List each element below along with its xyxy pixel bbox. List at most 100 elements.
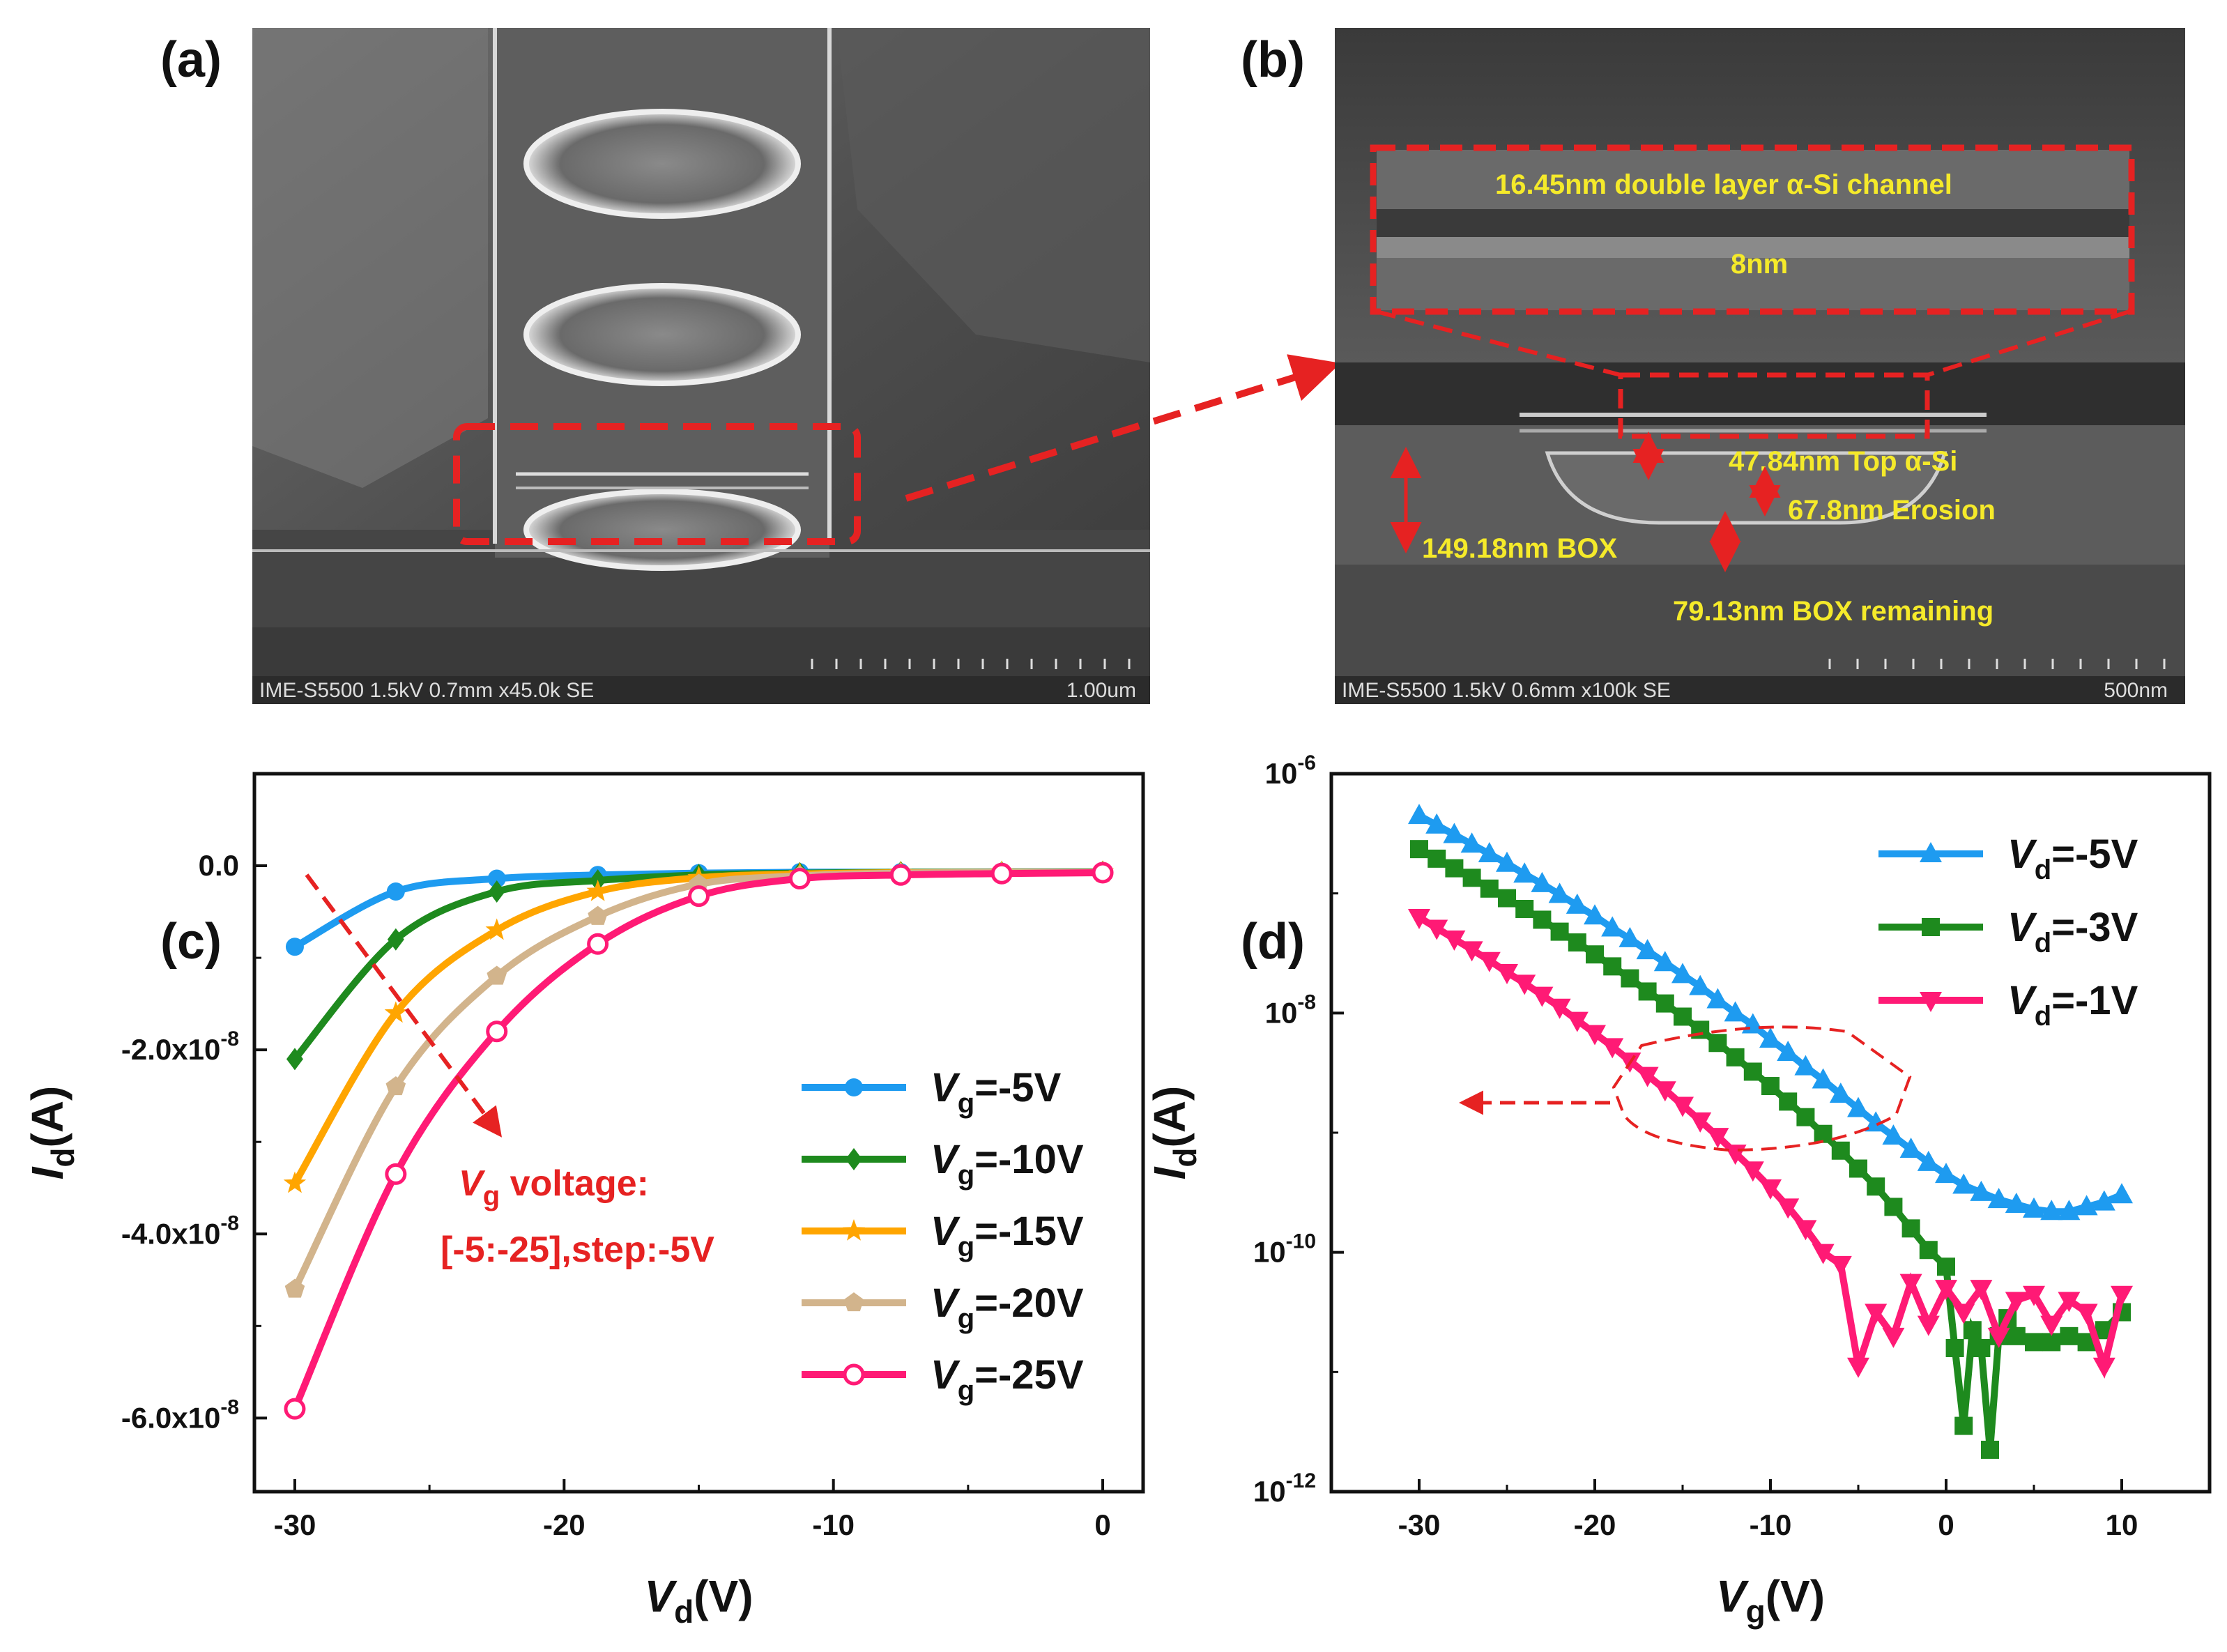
data-point-0 xyxy=(1970,1180,1993,1201)
annotation-vg-range: [-5:-25],step:-5V xyxy=(441,1230,714,1270)
sweep-arrow-c xyxy=(305,873,503,1138)
y-tick-label: -4.0x10-8 xyxy=(121,1211,239,1250)
anno-vg-main: V xyxy=(459,1163,486,1204)
legend-marker-1 xyxy=(1922,918,1940,936)
legend-label-0: Vd=-5V xyxy=(2007,832,2138,885)
data-point-0 xyxy=(1812,1068,1835,1089)
data-point-4 xyxy=(1092,862,1114,884)
y-tick-label: -2.0x10-8 xyxy=(121,1027,239,1066)
y-tick-label: 10-10 xyxy=(1253,1230,1316,1269)
data-point-0 xyxy=(1618,926,1641,947)
y-tick-base: 10 xyxy=(1265,757,1298,790)
data-point-2 xyxy=(1829,1255,1852,1276)
data-point-2 xyxy=(586,880,609,901)
data-point-2 xyxy=(384,1001,408,1023)
legend-label-sub: g xyxy=(958,1160,974,1191)
data-point-1 xyxy=(2025,1333,2043,1352)
legend-label-suffix: =-5V xyxy=(974,1065,1061,1110)
legend-marker-1 xyxy=(845,1148,862,1170)
data-point-0 xyxy=(1724,1001,1747,1022)
data-point-2 xyxy=(1460,941,1483,962)
data-point-2 xyxy=(1566,1011,1589,1032)
data-point-2 xyxy=(1496,963,1518,984)
data-point-0 xyxy=(2040,1200,2063,1221)
legend-label-4: Vg=-25V xyxy=(931,1352,1084,1406)
sem-b-scale: 500nm xyxy=(2104,679,2168,702)
legend-marker-0 xyxy=(1920,842,1942,862)
legend-label-sub: d xyxy=(2035,928,2051,958)
inset-box-b xyxy=(1370,144,2135,315)
panel-a-label: (a) xyxy=(160,32,222,88)
data-point-2 xyxy=(1425,919,1448,940)
data-point-2 xyxy=(1794,1220,1817,1241)
panel-b-label: (b) xyxy=(1241,32,1305,88)
data-point-0 xyxy=(1566,893,1589,914)
sem-a-scale: 1.00um xyxy=(1066,679,1136,702)
data-point-0 xyxy=(1443,823,1466,843)
legend-label-suffix: =-5V xyxy=(2051,832,2138,877)
data-point-2 xyxy=(1917,1315,1940,1336)
data-point-0 xyxy=(1847,1096,1869,1117)
legend-marker-4 xyxy=(843,1363,865,1386)
data-point-1 xyxy=(1779,1092,1798,1111)
legend-label-sub: d xyxy=(2035,1001,2051,1032)
data-point-2 xyxy=(2092,1357,2115,1378)
data-point-1 xyxy=(1963,1321,1982,1340)
data-point-0 xyxy=(1882,1124,1905,1145)
data-point-2 xyxy=(1741,1161,1764,1182)
data-point-2 xyxy=(1987,1327,2010,1348)
data-point-2 xyxy=(1882,1327,1905,1348)
data-point-0 xyxy=(1636,939,1659,960)
y-tick-exp: -8 xyxy=(220,1211,239,1234)
data-point-1 xyxy=(2042,1333,2061,1352)
x-axis-title: Vd(V) xyxy=(644,1571,753,1630)
legend-label-3: Vg=-20V xyxy=(931,1280,1084,1334)
data-point-0 xyxy=(1584,904,1606,925)
data-point-1 xyxy=(286,1048,303,1071)
data-point-1 xyxy=(1954,1416,1973,1435)
data-point-0 xyxy=(1408,804,1430,825)
legend-label-sub: g xyxy=(958,1375,974,1406)
data-point-0 xyxy=(2092,1190,2115,1211)
x-tick-label: -30 xyxy=(274,1508,316,1541)
data-point-2 xyxy=(1584,1025,1606,1046)
data-point-0 xyxy=(1460,832,1483,853)
data-point-4 xyxy=(688,885,710,908)
legend-label-1: Vd=-3V xyxy=(2007,905,2138,958)
legend-marker-2 xyxy=(842,1219,866,1241)
data-point-0 xyxy=(487,869,506,888)
y-tick-exp: -8 xyxy=(1297,991,1316,1014)
y-tick-base: 10 xyxy=(1253,1236,1286,1269)
y-tick-base: 10 xyxy=(1265,996,1298,1029)
legend-label-2: Vd=-1V xyxy=(2007,978,2138,1032)
data-point-2 xyxy=(1548,998,1571,1019)
data-point-4 xyxy=(486,1020,508,1043)
y-tick-label: 10-6 xyxy=(1265,751,1316,790)
data-point-1 xyxy=(1937,1257,1955,1276)
data-point-0 xyxy=(1706,988,1729,1009)
data-point-1 xyxy=(1462,869,1481,887)
data-point-1 xyxy=(1603,957,1622,976)
sem-a-scalebar xyxy=(811,659,1131,669)
y-tick-base: -4.0x10 xyxy=(121,1217,220,1250)
x-tick-label: 0 xyxy=(1094,1508,1110,1541)
x-axis-title-main: V xyxy=(644,1571,678,1621)
data-point-0 xyxy=(1777,1040,1800,1061)
data-point-2 xyxy=(1899,1274,1922,1294)
y-tick-exp: -8 xyxy=(220,1395,239,1418)
data-point-0 xyxy=(1513,862,1536,883)
x-axis-title: Vg(V) xyxy=(1716,1571,1825,1630)
data-point-0 xyxy=(1548,882,1571,903)
panel-d-label: (d) xyxy=(1241,914,1305,970)
y-tick-base: -6.0x10 xyxy=(121,1401,220,1434)
data-point-0 xyxy=(1829,1083,1852,1103)
zoom-arrow xyxy=(905,354,1341,502)
legend-marker-3 xyxy=(843,1292,864,1312)
x-tick-label: -30 xyxy=(1398,1508,1441,1541)
data-point-3 xyxy=(385,1076,406,1096)
data-point-1 xyxy=(1981,1440,1999,1459)
data-point-0 xyxy=(1653,951,1676,972)
y-axis-title-sub: d xyxy=(45,1147,81,1167)
x-axis-title-unit: (V) xyxy=(1766,1571,1825,1621)
